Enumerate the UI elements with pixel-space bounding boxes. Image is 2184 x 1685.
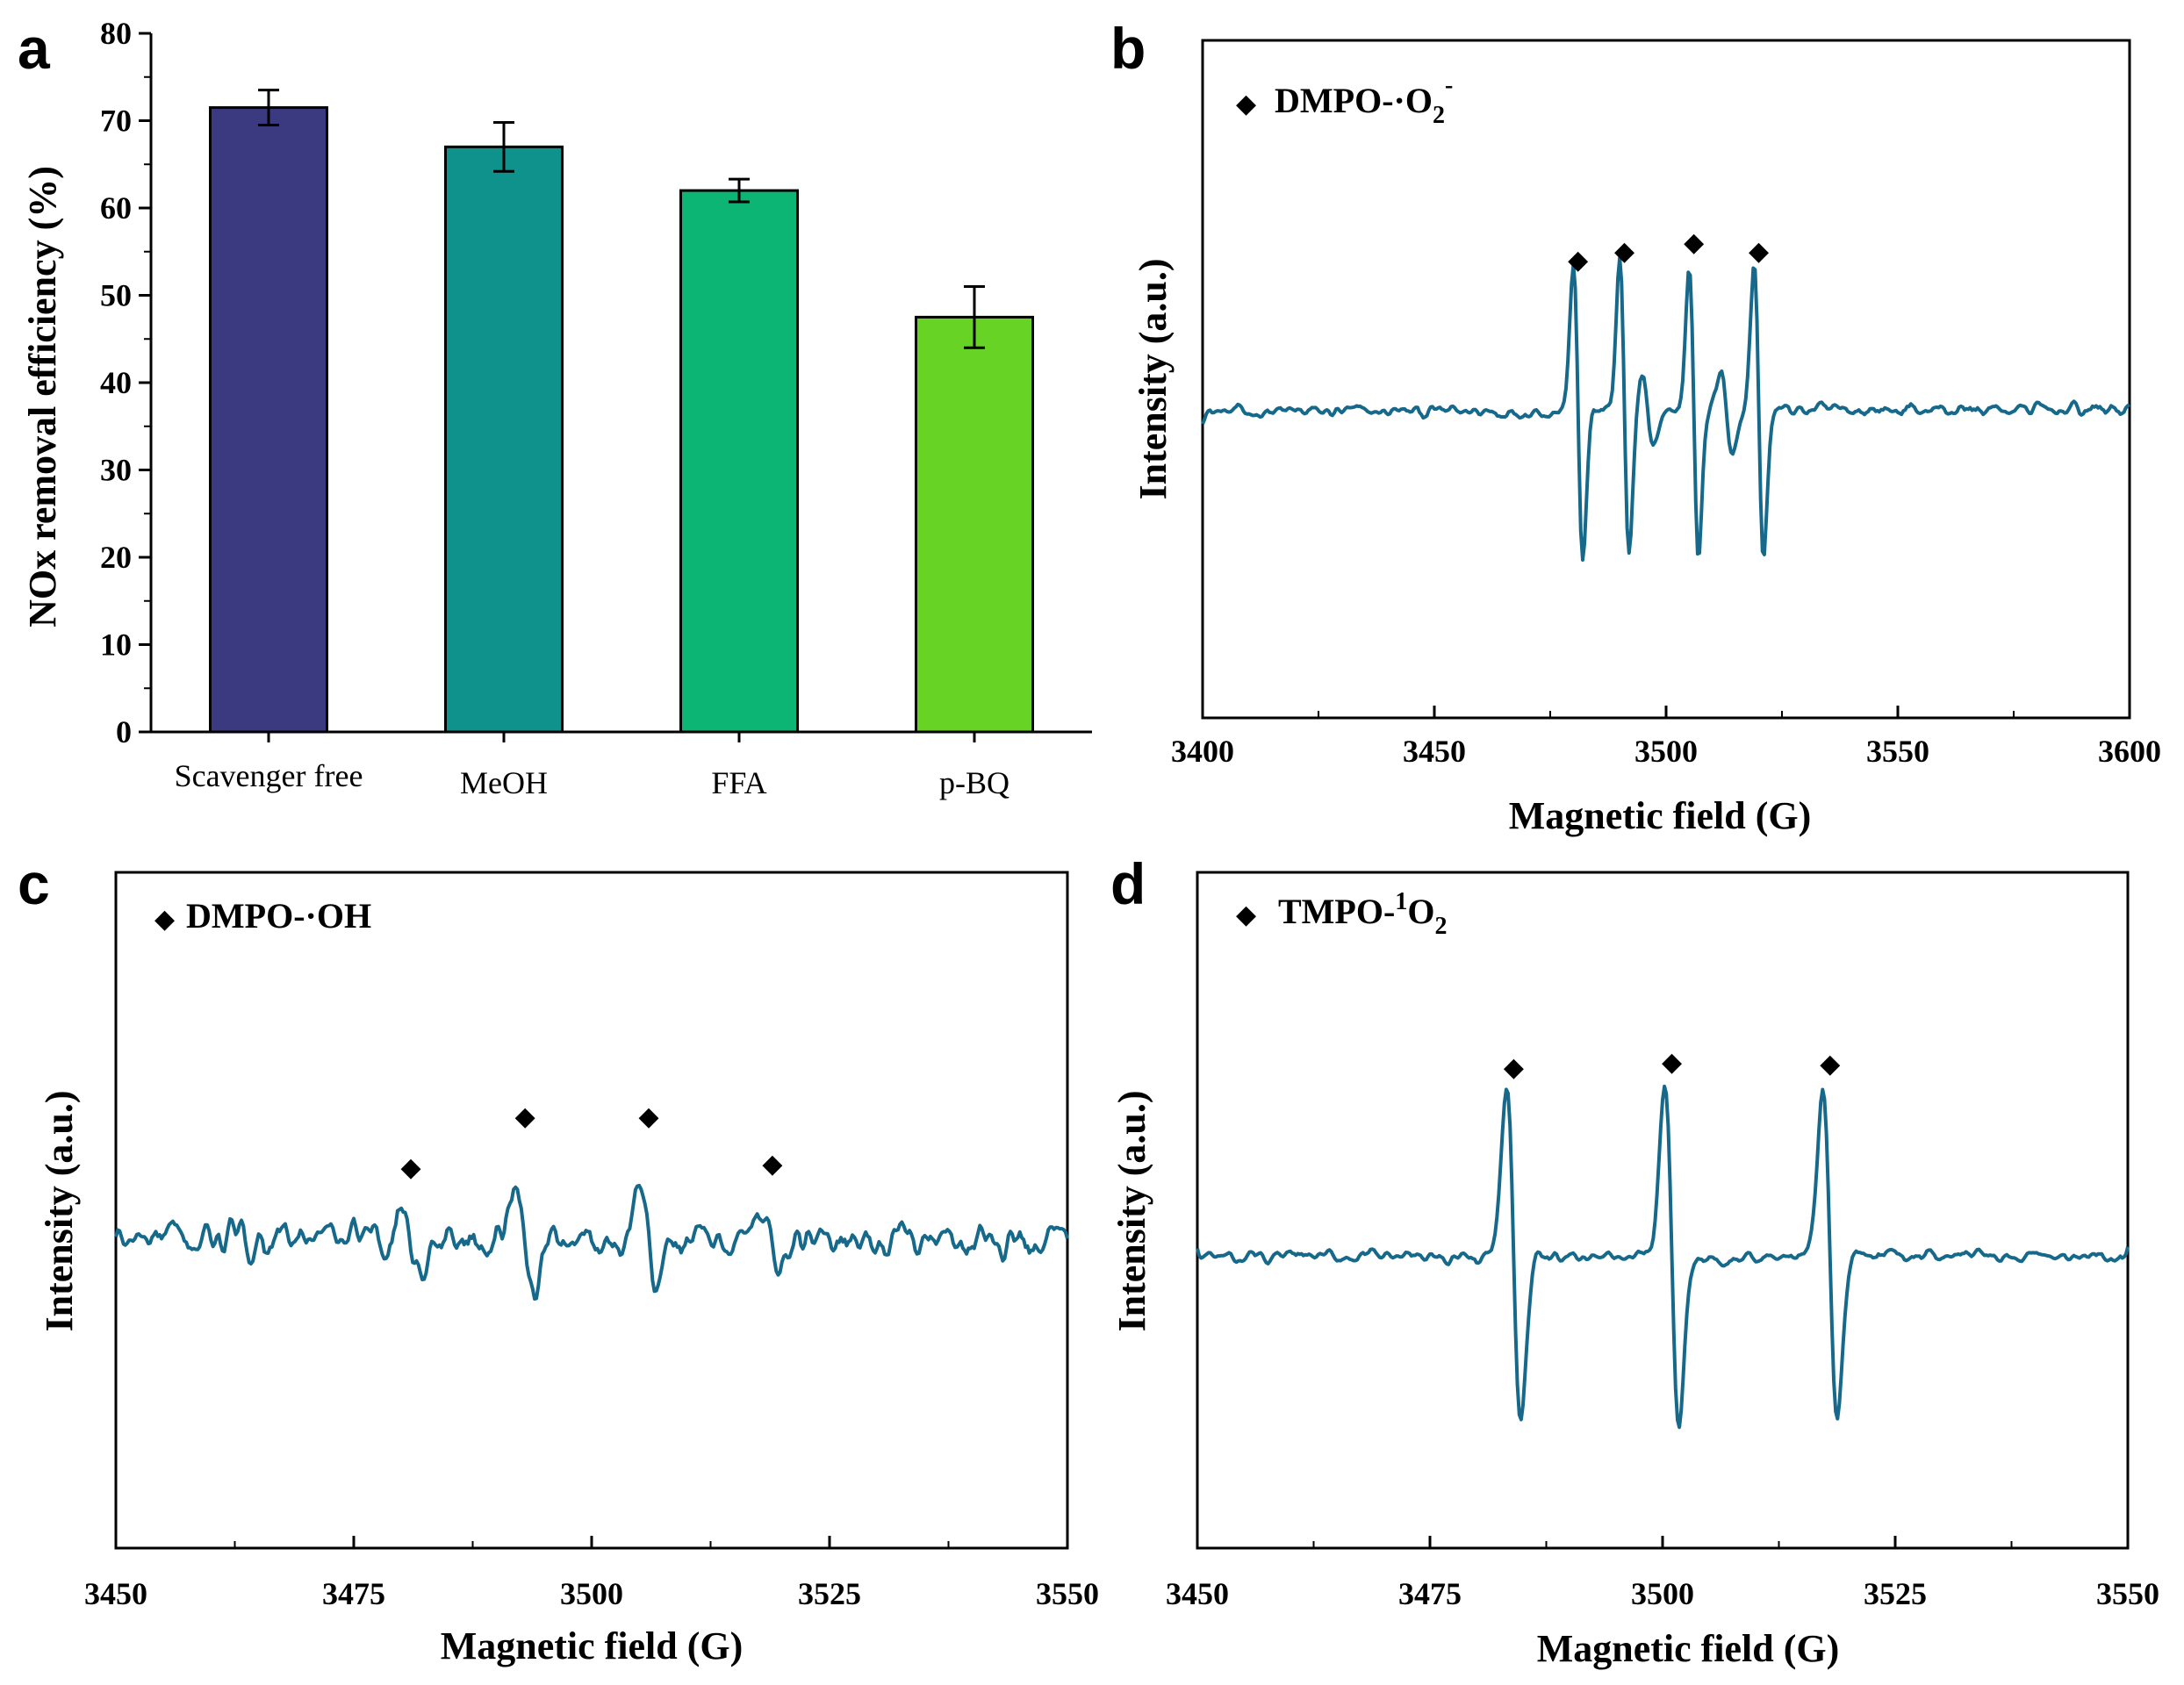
x-axis-ticks: 3400 3450 3500 3550 3600 xyxy=(1171,706,2161,769)
diamond-icon: ◆ xyxy=(639,1102,659,1131)
bar-p-bq xyxy=(915,315,1034,734)
bar-ffa xyxy=(679,189,799,734)
y-axis-title: NOx removal efficiency (%) xyxy=(21,166,64,627)
x-tick-label: 3600 xyxy=(2098,734,2161,769)
x-tick-label: 3550 xyxy=(2096,1576,2159,1611)
legend-main2: O xyxy=(1407,892,1434,931)
x-tick-label: p-BQ xyxy=(939,765,1009,800)
panel-letter-c: c xyxy=(18,851,50,916)
x-tick-label: 3550 xyxy=(1866,734,1929,769)
legend-main: TMPO- xyxy=(1278,892,1395,931)
panel-letter-d: d xyxy=(1110,851,1146,916)
x-axis-ticks: 3450 3475 3500 3525 3550 xyxy=(1166,1536,2159,1611)
panel-a-bar-chart: 0 10 20 30 40 50 60 70 80 Scavenger free MeOH FFA p… xyxy=(21,16,1092,800)
panel-b-epr-spectrum: ◆ ◆ ◆ ◆ 3400 3450 3500 3550 3600 Magnetic field… xyxy=(1132,39,2161,837)
x-axis-ticks: 3450 3475 3500 3525 3550 xyxy=(84,1536,1099,1611)
x-tick-label: 3450 xyxy=(84,1576,147,1611)
diamond-icon: ◆ xyxy=(154,905,175,934)
x-tick-label: 3400 xyxy=(1171,734,1234,769)
y-axis-title: Intensity (a.u.) xyxy=(1110,1090,1153,1331)
diamond-icon: ◆ xyxy=(1749,237,1769,266)
diamond-icon: ◆ xyxy=(515,1102,535,1131)
y-axis-title: Intensity (a.u.) xyxy=(1132,258,1175,499)
diamond-icon: ◆ xyxy=(1236,90,1256,118)
bar-group xyxy=(209,106,1034,734)
peak-marker-group: ◆ ◆ ◆ xyxy=(1504,1048,1840,1082)
diamond-icon: ◆ xyxy=(1684,228,1704,257)
diamond-icon: ◆ xyxy=(762,1150,782,1179)
legend: ◆ DMPO-·O2- xyxy=(1236,72,1453,129)
error-bar-group xyxy=(258,89,985,349)
x-tick-label: MeOH xyxy=(460,765,548,800)
bar-meoh xyxy=(444,145,564,734)
x-tick-label: 3475 xyxy=(1398,1576,1462,1611)
epr-trace xyxy=(1201,255,2130,562)
x-tick-label: Scavenger free xyxy=(175,758,363,793)
x-tick-label: 3450 xyxy=(1166,1576,1229,1611)
plot-frame xyxy=(114,871,1069,1550)
legend-sub: 2 xyxy=(1434,913,1447,940)
x-axis-labels: Scavenger free MeOH FFA p-BQ xyxy=(175,732,1009,800)
y-tick-label: 10 xyxy=(100,627,132,663)
diamond-icon: ◆ xyxy=(401,1153,421,1182)
legend: ◆ DMPO-·OH xyxy=(154,896,371,936)
epr-trace xyxy=(1196,1084,2130,1430)
plot-frame xyxy=(1196,871,2130,1550)
y-tick-label: 50 xyxy=(100,278,132,313)
x-tick-label: 3500 xyxy=(1634,734,1698,769)
diamond-icon: ◆ xyxy=(1820,1050,1840,1079)
legend-label: DMPO-·O2- xyxy=(1275,72,1453,129)
epr-trace xyxy=(114,1183,1069,1301)
panel-c-epr-spectrum: ◆ ◆ ◆ ◆ 3450 3475 3500 3525 3550 Magnetic field… xyxy=(38,871,1099,1667)
diamond-icon: ◆ xyxy=(1568,246,1588,275)
y-tick-label: 30 xyxy=(100,453,132,488)
diamond-icon: ◆ xyxy=(1614,237,1634,266)
x-axis-title: Magnetic field (G) xyxy=(441,1624,744,1667)
x-tick-label: 3500 xyxy=(560,1576,623,1611)
diamond-icon: ◆ xyxy=(1236,900,1256,929)
x-tick-label: FFA xyxy=(711,765,766,800)
legend-sub: 2 xyxy=(1433,102,1445,129)
x-tick-label: 3500 xyxy=(1631,1576,1694,1611)
peak-marker-group: ◆ ◆ ◆ ◆ xyxy=(1568,228,1769,275)
panel-d-epr-spectrum: ◆ ◆ ◆ 3450 3475 3500 3525 3550 Magnetic field … xyxy=(1110,871,2159,1670)
y-tick-label: 70 xyxy=(100,104,132,139)
y-tick-label: 80 xyxy=(100,16,132,51)
bar-scavenger-free xyxy=(209,106,328,734)
plot-frame xyxy=(1201,39,2131,720)
x-tick-label: 3550 xyxy=(1036,1576,1099,1611)
diamond-icon: ◆ xyxy=(1662,1048,1682,1077)
legend-main: DMPO-·O xyxy=(1275,81,1433,120)
legend-sup: - xyxy=(1445,72,1453,99)
panel-letter-b: b xyxy=(1110,16,1146,81)
x-tick-label: 3525 xyxy=(1864,1576,1927,1611)
legend-sup: 1 xyxy=(1395,888,1407,915)
y-axis-title: Intensity (a.u.) xyxy=(38,1090,81,1331)
panel-letter-a: a xyxy=(18,16,51,81)
x-tick-label: 3525 xyxy=(798,1576,861,1611)
x-axis-title: Magnetic field (G) xyxy=(1537,1627,1840,1670)
legend: ◆ TMPO-1O2 xyxy=(1236,888,1447,940)
legend-label: TMPO-1O2 xyxy=(1278,888,1447,940)
legend-label: DMPO-·OH xyxy=(186,896,371,936)
y-tick-label: 40 xyxy=(100,365,132,400)
diamond-icon: ◆ xyxy=(1504,1053,1524,1082)
x-tick-label: 3475 xyxy=(322,1576,385,1611)
y-tick-label: 60 xyxy=(100,190,132,226)
x-tick-label: 3450 xyxy=(1403,734,1466,769)
x-axis-title: Magnetic field (G) xyxy=(1509,794,1812,837)
peak-marker-group: ◆ ◆ ◆ ◆ xyxy=(401,1102,783,1182)
y-tick-label: 20 xyxy=(100,540,132,575)
y-tick-label: 0 xyxy=(116,714,132,749)
y-axis-ticks: 0 10 20 30 40 50 60 70 80 xyxy=(100,16,151,749)
